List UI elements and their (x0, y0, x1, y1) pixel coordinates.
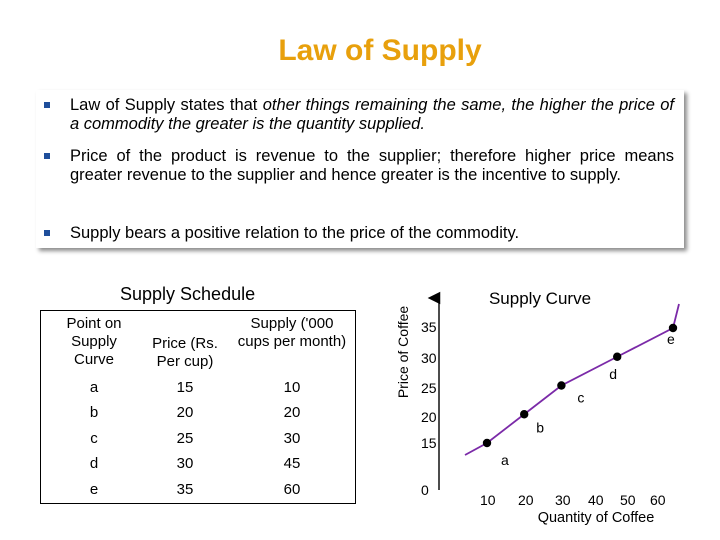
cell-price: 20 (176, 404, 194, 421)
curve-point-label: c (577, 390, 584, 406)
supply-curve-line (464, 303, 680, 456)
x-tick-label: 50 (620, 492, 636, 508)
square-bullet-icon (44, 153, 50, 159)
x-tick-label: 60 (650, 492, 666, 508)
cell-price: 35 (176, 481, 194, 498)
curve-point-c (557, 381, 566, 390)
bullet-1-text: Law of Supply states that (70, 96, 263, 114)
square-bullet-icon (44, 230, 50, 236)
y-tick-label: 20 (421, 409, 437, 425)
cell-supply: 10 (283, 379, 301, 396)
curve-point-d (613, 352, 622, 361)
schedule-title: Supply Schedule (120, 284, 256, 304)
cell-price: 25 (176, 430, 194, 447)
cell-point: e (89, 481, 99, 498)
curve-point-a (482, 438, 492, 448)
chart-layer: Supply Curve Price of Coffee Quantity of C… (395, 289, 680, 526)
cell-point: c (90, 430, 98, 447)
cell-supply: 20 (283, 404, 301, 421)
square-bullet-icon (44, 102, 50, 108)
y-tick-label: 30 (421, 350, 437, 366)
cell-price: 15 (176, 379, 194, 396)
bullet-revenue: Price of the product is revenue to the s… (44, 147, 674, 185)
supply-curve-chart: Supply Curve Price of Coffee Quantity of C… (395, 289, 680, 526)
bullet-2-text: Price of the product is revenue to the s… (70, 147, 674, 184)
header-supply: Supply ('000 cups per month) (237, 315, 347, 350)
bullet-1-emphasis: other things remaining the same, the hig… (70, 96, 674, 133)
bullet-3-text: Supply bears a positive relation to the … (70, 224, 520, 242)
header-point: Point on Supply Curve (66, 315, 122, 368)
y-axis-label: Price of Coffee (395, 306, 411, 399)
curve-point-b (520, 410, 529, 419)
x-tick-label: 20 (518, 492, 534, 508)
curve-point-e (668, 323, 678, 333)
curve-point-label: d (609, 366, 617, 382)
cell-price: 30 (176, 455, 194, 472)
curve-point-label: a (501, 452, 509, 468)
cell-supply: 60 (283, 481, 301, 498)
chart-title: Supply Curve (489, 289, 591, 308)
x-tick-label: 10 (480, 492, 496, 508)
page-title: Law of Supply (278, 34, 482, 67)
cell-supply: 30 (283, 430, 301, 447)
cell-point: d (89, 455, 99, 472)
cell-supply: 45 (283, 455, 301, 472)
bullet-law-statement: Law of Supply states that other things r… (44, 96, 674, 134)
bullet-box: Law of Supply states that other things r… (36, 90, 684, 248)
y-tick-label: 25 (421, 380, 437, 396)
header-price: Price (Rs. Per cup) (152, 335, 218, 370)
curve-point-label: b (536, 419, 544, 435)
y-tick-label: 35 (421, 319, 437, 335)
y-tick-label: 15 (421, 435, 437, 451)
bullet-positive-relation: Supply bears a positive relation to the … (44, 224, 674, 243)
cell-point: b (89, 404, 99, 421)
y-tick-label: 0 (421, 482, 429, 498)
supply-schedule-table: Point on Supply Curve Price (Rs. Per cup… (40, 310, 356, 504)
x-tick-label: 40 (588, 492, 604, 508)
x-tick-label: 30 (555, 492, 571, 508)
x-axis-label: Quantity of Coffee (538, 510, 655, 526)
cell-point: a (89, 379, 99, 396)
curve-point-label: e (667, 331, 675, 347)
